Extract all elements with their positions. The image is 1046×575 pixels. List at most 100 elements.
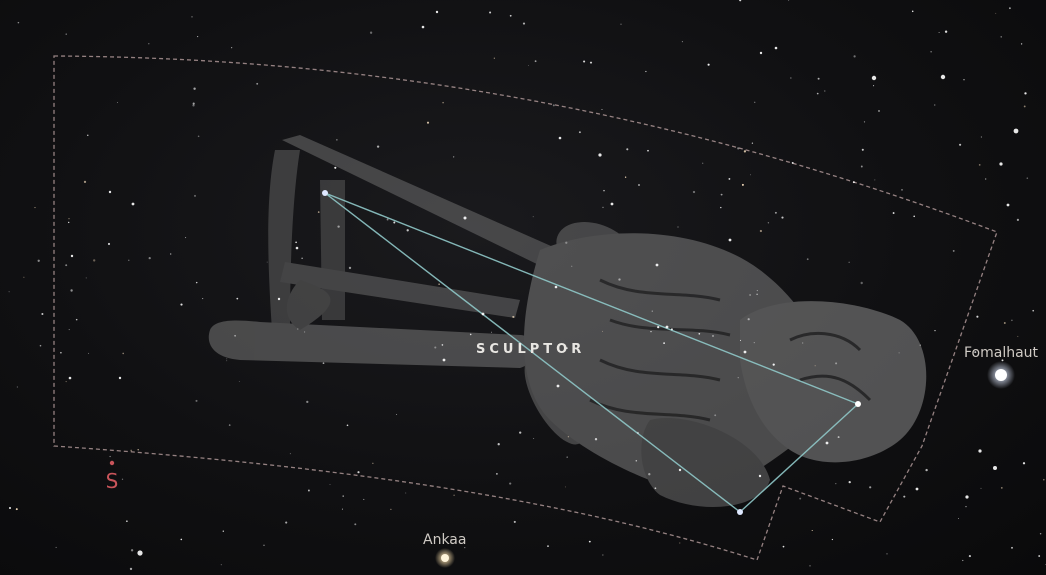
background-star	[220, 564, 222, 566]
fomalhaut-star-core	[995, 369, 1007, 381]
background-star	[681, 41, 683, 43]
background-star	[853, 55, 856, 58]
background-star	[231, 47, 233, 49]
background-star	[341, 508, 343, 510]
background-star	[122, 352, 124, 355]
background-star	[728, 238, 732, 242]
background-star	[871, 75, 877, 81]
background-star	[17, 21, 20, 24]
background-star	[70, 254, 74, 258]
background-star	[848, 480, 851, 484]
background-star	[968, 555, 971, 558]
background-star	[911, 10, 914, 13]
background-star	[665, 325, 669, 329]
background-star	[197, 135, 200, 138]
ankaa-label[interactable]: Ankaa	[423, 532, 467, 548]
background-star	[65, 264, 68, 267]
sculptor-alpha-star[interactable]	[322, 190, 328, 196]
background-star	[8, 291, 10, 293]
background-star	[741, 183, 744, 186]
background-star	[322, 362, 325, 365]
background-star	[228, 424, 231, 426]
background-star	[852, 181, 855, 184]
background-star	[306, 400, 309, 404]
background-star	[835, 362, 838, 365]
background-star	[654, 487, 657, 490]
background-star	[493, 57, 495, 59]
background-star	[556, 384, 560, 388]
background-star	[109, 455, 111, 458]
background-star	[496, 473, 498, 475]
background-star	[583, 60, 586, 63]
background-star	[651, 310, 653, 312]
background-star	[835, 483, 837, 485]
background-star	[985, 178, 987, 180]
background-star	[438, 283, 440, 285]
background-star	[670, 328, 673, 331]
background-star	[638, 184, 640, 186]
background-star	[930, 51, 932, 53]
background-star	[195, 281, 198, 284]
background-star	[15, 508, 18, 511]
background-star	[39, 344, 42, 347]
background-star	[148, 256, 151, 260]
background-star	[791, 161, 794, 164]
background-star	[41, 312, 44, 316]
constellation-name-label[interactable]: SCULPTOR	[476, 342, 586, 357]
background-star	[426, 121, 430, 124]
background-star	[772, 363, 775, 366]
background-star	[346, 424, 349, 427]
background-star	[463, 216, 467, 220]
background-star	[677, 226, 679, 228]
background-star	[222, 530, 224, 532]
background-star	[1026, 177, 1029, 179]
background-star	[238, 381, 240, 382]
background-star	[774, 211, 777, 214]
background-star	[192, 104, 195, 107]
background-star	[978, 449, 982, 453]
background-star	[802, 342, 804, 344]
background-star	[965, 506, 967, 508]
background-star	[1020, 43, 1023, 45]
background-star	[128, 259, 130, 261]
background-star	[170, 253, 172, 255]
sculptor-delta-star[interactable]	[855, 401, 861, 407]
background-star	[663, 342, 665, 344]
background-star	[781, 216, 784, 219]
background-star	[901, 189, 903, 191]
background-star	[925, 468, 928, 472]
background-star	[1009, 7, 1011, 10]
background-star	[354, 523, 357, 526]
background-star	[602, 330, 603, 332]
background-star	[645, 70, 647, 73]
sculptor-gamma-star[interactable]	[737, 509, 743, 515]
background-star	[751, 142, 754, 144]
background-star	[648, 473, 651, 476]
background-star	[1016, 218, 1020, 222]
background-star	[1022, 462, 1026, 465]
background-star	[118, 376, 122, 380]
background-star	[957, 518, 959, 519]
background-star	[532, 216, 534, 218]
background-star	[963, 79, 965, 81]
background-star	[23, 276, 25, 278]
background-star	[620, 23, 622, 25]
background-star	[747, 318, 750, 321]
background-star	[130, 549, 134, 552]
background-star	[185, 237, 187, 239]
background-star	[837, 436, 840, 439]
background-star	[393, 221, 396, 224]
background-star	[647, 149, 649, 152]
background-star	[329, 484, 331, 485]
background-star	[522, 22, 526, 25]
background-star	[767, 222, 770, 224]
background-star	[976, 315, 979, 318]
background-star	[698, 332, 701, 335]
background-star	[571, 265, 573, 267]
fomalhaut-label[interactable]: Fomalhaut	[964, 345, 1039, 361]
background-star	[93, 259, 96, 262]
background-star	[618, 278, 621, 281]
background-star	[825, 441, 829, 445]
background-star	[87, 134, 89, 136]
